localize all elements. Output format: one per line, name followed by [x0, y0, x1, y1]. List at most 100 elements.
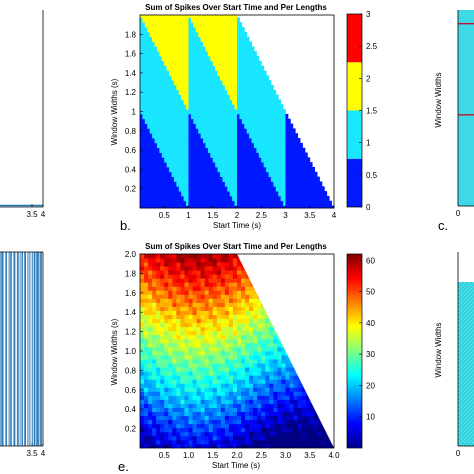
heatmap-cell [203, 191, 206, 194]
heatmap-cell [154, 181, 158, 185]
heatmap-cell [256, 191, 260, 194]
heatmap-cell [217, 186, 221, 190]
heatmap-cell [171, 75, 175, 79]
heatmap-cell [159, 200, 163, 204]
heatmap-cell [205, 188, 209, 192]
heatmap-cell [256, 205, 260, 209]
heatmap-cell [251, 77, 255, 81]
heatmap-cell [176, 169, 180, 173]
heatmap-cell [152, 29, 155, 33]
heatmap-cell [166, 203, 170, 206]
heatmap-cell [193, 97, 197, 100]
heatmap-cell [237, 51, 240, 54]
heatmap-cell [200, 130, 204, 134]
heatmap-cell [195, 195, 199, 199]
heatmap-cell [275, 106, 279, 110]
heatmap-cell [154, 46, 158, 50]
heatmap-cell [302, 166, 306, 170]
heatmap-cell [212, 58, 216, 62]
heatmap-cell [275, 176, 279, 180]
heatmap-cell [237, 70, 240, 74]
heatmap-cell [159, 183, 163, 187]
heatmap-cell [227, 171, 231, 175]
heatmap-cell [210, 65, 214, 69]
heatmap-cell [283, 166, 286, 170]
heatmap-cell [156, 17, 160, 21]
heatmap-cell [229, 154, 233, 158]
heatmap-cell [164, 142, 168, 146]
heatmap-cell [268, 101, 272, 105]
heatmap-cell [144, 375, 149, 380]
heatmap-cell [144, 39, 148, 42]
heatmap-cell [203, 140, 206, 144]
heatmap-cell [280, 111, 284, 115]
heatmap-cell [210, 133, 214, 137]
heatmap-cell [241, 113, 245, 117]
heatmap-cell [144, 133, 148, 137]
heatmap-cell [285, 188, 289, 192]
heatmap-cell [220, 92, 223, 96]
heatmap-cell [220, 48, 223, 52]
heatmap-cell [266, 99, 269, 103]
heatmap-cell [241, 70, 245, 74]
heatmap-cell [176, 36, 180, 40]
heatmap-cell [142, 72, 146, 76]
heatmap-cell [152, 118, 155, 122]
heatmap-cell [234, 34, 238, 38]
heatmap-cell [270, 113, 274, 117]
heatmap-cell [147, 162, 151, 165]
heatmap-cell [224, 58, 228, 62]
heatmap-cell [217, 193, 221, 197]
heatmap-cell [200, 70, 204, 74]
heatmap-cell [200, 162, 204, 165]
heatmap-cell [210, 17, 214, 21]
heatmap-cell [312, 166, 315, 170]
heatmap-cell [249, 191, 252, 194]
heatmap-cell [154, 58, 158, 62]
heatmap-cell [144, 36, 148, 40]
heatmap-cell [176, 68, 180, 71]
heatmap-cell [203, 174, 206, 178]
heatmap-cell [198, 166, 202, 170]
heatmap-cell [178, 84, 182, 88]
heatmap-cell [300, 205, 303, 209]
heatmap-cell [263, 118, 267, 122]
heatmap-cell [173, 77, 177, 81]
heatmap-cell [222, 118, 226, 122]
heatmap-cell [140, 53, 143, 57]
heatmap-cell [292, 183, 296, 187]
heatmap-cell [275, 128, 279, 132]
heatmap-cell [142, 63, 146, 67]
heatmap-cell [220, 77, 223, 81]
heatmap-cell [200, 22, 204, 26]
heatmap-cell [224, 19, 228, 23]
heatmap-cell [241, 46, 245, 50]
heatmap-cell [239, 118, 243, 122]
heatmap-cell [304, 198, 308, 202]
heatmap-cell [210, 77, 214, 81]
heatmap-cell [244, 36, 248, 40]
heatmap-cell [229, 15, 233, 18]
heatmap-cell [285, 200, 289, 204]
heatmap-cell [207, 56, 211, 59]
heatmap-cell [237, 166, 240, 170]
heatmap-cell [227, 164, 231, 168]
heatmap-cell [140, 63, 143, 67]
heatmap-cell [295, 157, 299, 161]
heatmap-cell [241, 109, 245, 112]
heatmap-cell [227, 169, 231, 173]
heatmap-cell [188, 200, 192, 204]
heatmap-cell [161, 46, 165, 50]
heatmap-cell [224, 203, 228, 206]
heatmap-cell [312, 171, 315, 175]
heatmap-cell [166, 72, 170, 76]
heatmap-cell [253, 145, 257, 149]
heatmap-cell [227, 43, 231, 47]
heatmap-cell [140, 342, 145, 348]
heatmap-cell [149, 75, 153, 79]
heatmap-cell [164, 135, 168, 139]
heatmap-cell [285, 186, 289, 190]
heatmap-cell [304, 157, 308, 161]
heatmap-cell [253, 51, 257, 54]
heatmap-cell [161, 53, 165, 57]
